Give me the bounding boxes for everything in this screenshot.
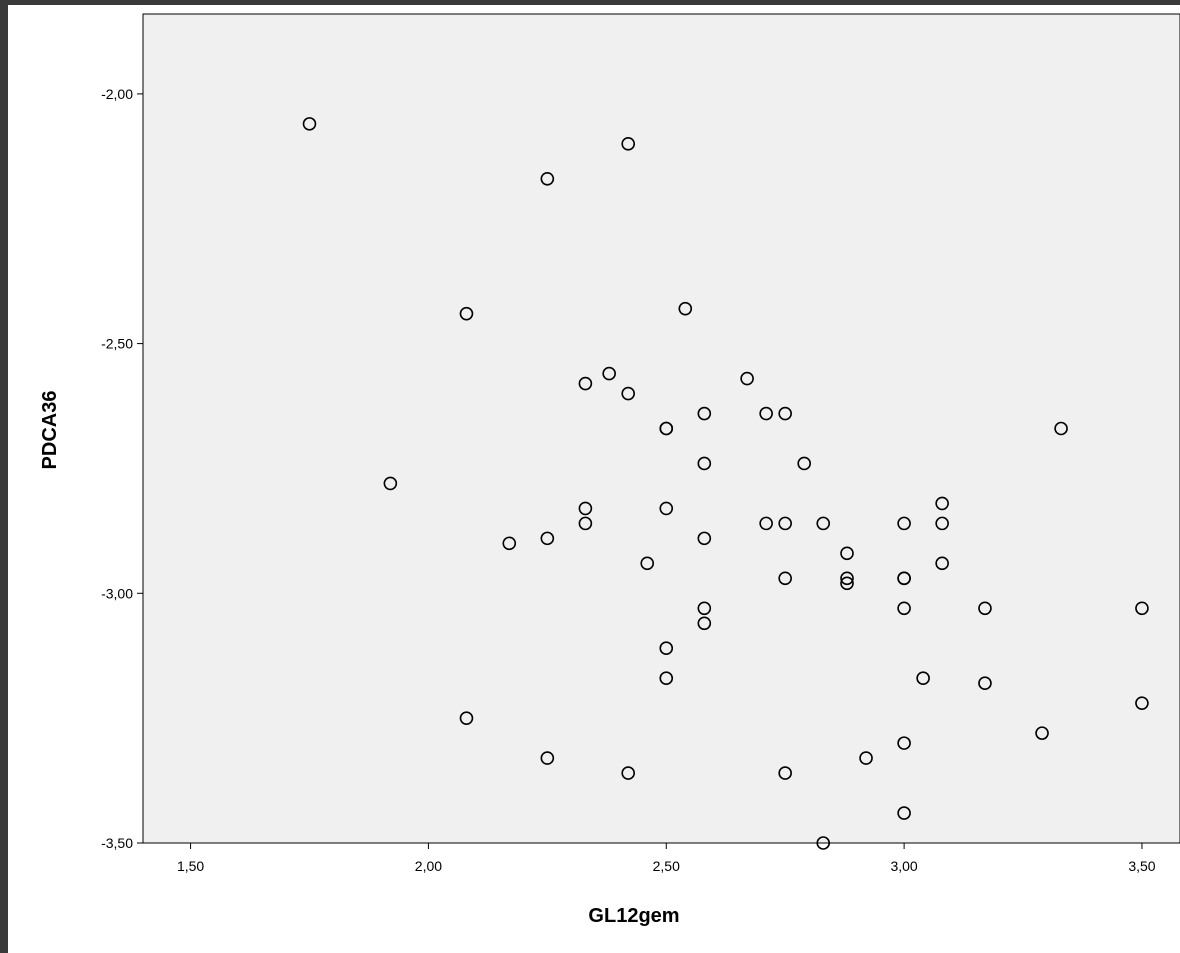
data-point — [897, 516, 911, 531]
data-point — [1135, 696, 1149, 710]
data-point — [816, 516, 831, 531]
data-point — [1054, 421, 1068, 436]
data-point — [840, 571, 854, 586]
data-point — [621, 137, 636, 151]
chart-frame: -2,00 -2,50 -3,00 -3,50 1,50 2,00 2,50 3,00 3,5… — [8, 5, 1180, 953]
data-point — [740, 371, 754, 386]
data-point — [678, 301, 693, 316]
data-point — [778, 571, 792, 586]
y-tick-label: -2,50 — [101, 336, 133, 352]
data-point — [578, 516, 593, 531]
data-point — [935, 496, 949, 511]
data-point — [759, 516, 773, 531]
data-point — [621, 766, 636, 780]
x-tick-label: 2,50 — [653, 858, 680, 874]
data-point — [935, 556, 949, 571]
data-point — [602, 366, 616, 381]
data-point — [302, 117, 317, 131]
scatter-chart: -2,00 -2,50 -3,00 -3,50 1,50 2,00 2,50 3,00 3,5… — [39, 13, 1180, 927]
x-axis: 1,50 2,00 2,50 3,00 3,50 — [177, 843, 1156, 874]
data-point — [659, 641, 674, 656]
data-point — [840, 546, 854, 561]
data-point — [1135, 601, 1149, 616]
data-point — [816, 836, 831, 850]
data-point — [459, 306, 474, 321]
data-point — [897, 736, 911, 750]
data-point — [1035, 726, 1049, 740]
data-point — [383, 476, 398, 491]
x-tick-label: 3,00 — [890, 858, 917, 874]
data-point — [840, 576, 854, 591]
data-point — [778, 406, 792, 421]
data-point — [640, 556, 655, 571]
data-point — [759, 406, 773, 421]
data-point — [897, 601, 911, 616]
data-point — [778, 516, 792, 531]
data-point — [502, 536, 517, 551]
data-point — [697, 616, 712, 631]
data-point — [978, 601, 992, 616]
data-point — [459, 711, 474, 725]
data-point — [697, 601, 712, 616]
plot-area — [142, 13, 1180, 844]
data-point — [621, 386, 636, 401]
data-point — [697, 531, 712, 546]
data-point — [778, 766, 792, 780]
y-axis: -2,00 -2,50 -3,00 -3,50 — [101, 86, 143, 851]
x-tick-label: 1,50 — [177, 858, 204, 874]
data-point — [697, 406, 712, 421]
data-point — [659, 671, 674, 685]
data-point — [659, 421, 674, 436]
data-point — [540, 751, 555, 765]
x-tick-label: 2,00 — [415, 858, 442, 874]
y-axis-title: PDCA36 — [39, 391, 61, 470]
x-tick-label: 3,50 — [1128, 858, 1155, 874]
data-point — [797, 456, 812, 471]
data-point — [578, 501, 593, 516]
data-point — [540, 531, 555, 546]
data-point — [659, 501, 674, 516]
data-point — [897, 571, 911, 586]
data-point — [859, 751, 873, 765]
data-point — [578, 376, 593, 391]
y-tick-label: -2,00 — [101, 86, 133, 102]
data-point — [697, 456, 712, 471]
data-point — [916, 671, 930, 685]
data-point — [978, 676, 992, 690]
y-tick-label: -3,50 — [101, 835, 133, 851]
data-point — [897, 806, 911, 820]
y-tick-label: -3,00 — [101, 585, 133, 601]
x-axis-title: GL12gem — [588, 905, 679, 927]
data-point — [540, 172, 555, 186]
data-point — [935, 516, 949, 531]
data-points — [302, 117, 1149, 850]
